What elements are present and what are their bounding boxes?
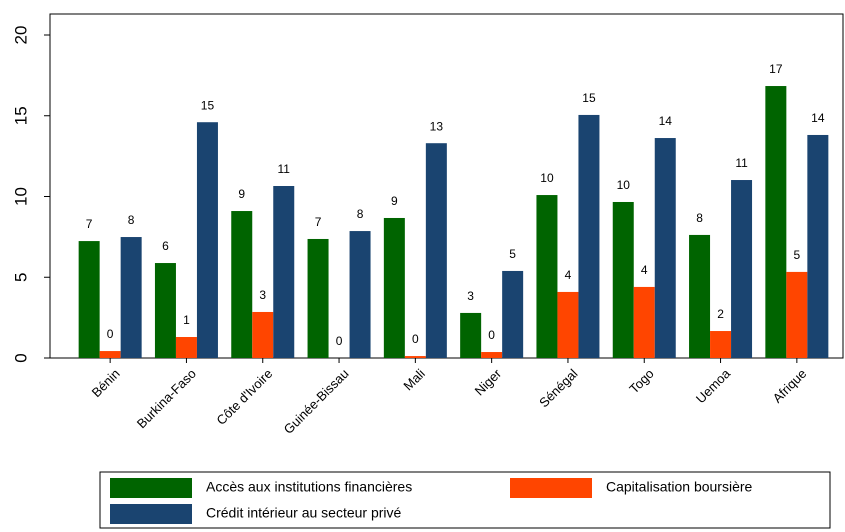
x-tick-label: Burkina-Faso — [134, 366, 199, 431]
legend-label: Accès aux institutions financières — [206, 479, 412, 495]
bar — [273, 186, 295, 358]
value-label: 4 — [565, 268, 572, 282]
y-tick-label: 5 — [11, 273, 30, 282]
value-label: 14 — [811, 111, 825, 125]
value-label: 5 — [509, 247, 516, 261]
value-label: 10 — [617, 178, 631, 192]
value-label: 0 — [107, 327, 114, 341]
value-label: 3 — [259, 288, 266, 302]
value-label: 2 — [717, 307, 724, 321]
x-tick-label: Mali — [400, 366, 428, 394]
bar — [349, 231, 371, 358]
value-label: 13 — [430, 119, 444, 133]
bar — [689, 234, 711, 358]
value-label: 15 — [582, 91, 596, 105]
y-tick-label: 0 — [11, 353, 30, 362]
bar — [536, 195, 558, 358]
bar — [654, 138, 676, 358]
value-label: 4 — [641, 263, 648, 277]
value-label: 0 — [336, 334, 343, 348]
value-label: 9 — [391, 194, 398, 208]
value-label: 7 — [86, 217, 93, 231]
bar — [307, 238, 329, 358]
value-label: 10 — [540, 171, 554, 185]
bar — [765, 86, 787, 358]
bar — [383, 217, 405, 358]
x-tick-label: Niger — [472, 365, 505, 398]
bar — [710, 331, 732, 358]
legend-swatch — [510, 478, 592, 498]
bar — [78, 241, 100, 358]
legend-label: Capitalisation boursière — [606, 479, 753, 495]
bar — [502, 270, 524, 358]
bar — [231, 211, 253, 358]
x-tick-label: Sénégal — [536, 366, 580, 410]
value-label: 9 — [238, 187, 245, 201]
bar — [481, 352, 503, 358]
bar — [731, 180, 753, 358]
x-tick-label: Côte d'Ivoire — [213, 366, 275, 428]
bar — [154, 263, 176, 358]
x-tick-label: Afrique — [770, 366, 810, 406]
x-tick-label: Togo — [626, 366, 657, 397]
value-label: 11 — [735, 156, 748, 170]
value-label: 5 — [794, 248, 801, 262]
bar — [99, 351, 121, 358]
bar — [120, 237, 142, 358]
x-tick-label: Bénin — [89, 366, 123, 400]
bar — [612, 201, 634, 358]
bar — [196, 122, 218, 359]
value-label: 1 — [183, 313, 190, 327]
x-tick-label: Uemoa — [693, 365, 734, 406]
y-tick-label: 15 — [11, 106, 30, 125]
bar — [460, 312, 482, 358]
value-label: 8 — [357, 207, 364, 221]
x-tick-label: Guinée-Bissau — [281, 366, 352, 437]
value-label: 7 — [315, 215, 322, 229]
legend-label: Crédit intérieur au secteur privé — [206, 505, 402, 521]
bar — [633, 286, 655, 358]
value-label: 6 — [162, 239, 169, 253]
bar — [557, 291, 579, 358]
bar — [404, 356, 426, 358]
bar — [175, 337, 197, 358]
legend-swatch — [110, 478, 192, 498]
value-label: 14 — [659, 114, 673, 128]
value-label: 15 — [201, 98, 215, 112]
bar — [425, 143, 447, 358]
bar — [786, 271, 808, 358]
legend-swatch — [110, 504, 192, 524]
value-label: 11 — [278, 162, 291, 176]
bar — [807, 134, 829, 358]
value-label: 8 — [128, 213, 135, 227]
legend-box — [99, 471, 831, 529]
value-label: 0 — [488, 328, 495, 342]
value-label: 0 — [412, 332, 419, 346]
bar — [252, 311, 274, 358]
y-tick-label: 20 — [11, 26, 30, 45]
value-label: 17 — [769, 62, 783, 76]
bar — [578, 114, 600, 358]
y-tick-label: 10 — [11, 187, 30, 206]
value-label: 8 — [696, 211, 703, 225]
value-label: 3 — [467, 289, 474, 303]
